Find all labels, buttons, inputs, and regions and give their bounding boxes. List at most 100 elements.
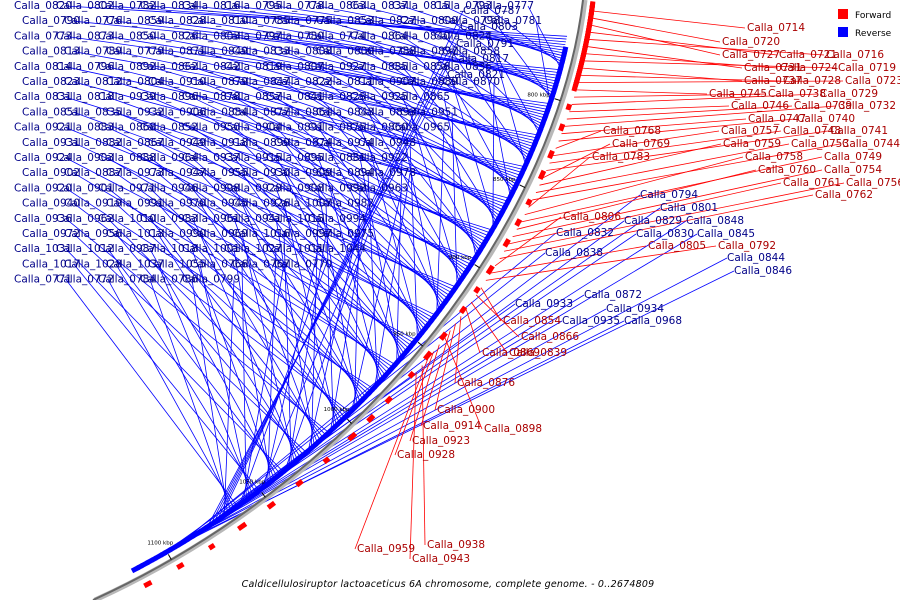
legend-reverse-swatch — [838, 27, 848, 37]
gene-label-reverse: Calla_0956 — [64, 228, 122, 240]
leader-line — [149, 279, 231, 511]
gene-label-reverse: Calla_0933 — [515, 298, 573, 310]
gene-label-forward: Calla_0732 — [838, 100, 896, 112]
leader-line — [552, 130, 720, 157]
gene-label-reverse: Calla_0926 — [232, 198, 290, 210]
leader-line — [317, 188, 358, 404]
gene-label-reverse: Calla_0803 — [182, 30, 240, 42]
gene-label-reverse: Calla_0888 — [98, 152, 156, 164]
gene-label-reverse: Calla_1007 — [274, 198, 332, 210]
gene-label-reverse: Calla_0978 — [358, 167, 416, 179]
gene-label-reverse: Calla_0785 — [232, 15, 290, 27]
forward-gene-mark — [571, 81, 579, 92]
leader-line — [220, 10, 464, 517]
gene-label-reverse: Calla_0790 — [22, 15, 80, 27]
gene-label-forward: Calla_0744 — [842, 138, 900, 150]
gene-label-reverse: Calla_0774 — [308, 30, 366, 42]
leader-line — [512, 169, 823, 238]
leader-line — [223, 279, 235, 515]
gene-label-reverse: Calla_0852 — [140, 122, 198, 134]
gene-label-reverse: Calla_0991 — [106, 198, 164, 210]
leader-line — [443, 66, 512, 193]
leader-line — [325, 51, 531, 153]
leader-line — [566, 105, 793, 120]
gene-label-reverse: Calla_0849 — [190, 46, 248, 58]
gene-label-forward: Calla_0747 — [748, 113, 806, 125]
gene-label-reverse: Calla_0946 — [140, 182, 198, 194]
gene-label-forward: Calla_0728 — [783, 75, 841, 87]
gene-label-reverse: Calla_0781 — [484, 15, 542, 27]
leader-line — [588, 39, 825, 56]
gene-label-reverse: Calla_0927 — [308, 61, 366, 73]
gene-label-forward: Calla_0738 — [768, 88, 826, 100]
legend: Forward Reverse — [838, 9, 892, 39]
leader-line — [493, 51, 526, 164]
gene-label-reverse: Calla_0829 — [624, 215, 682, 227]
legend-forward-label: Forward — [855, 11, 891, 21]
gene-label-reverse: Calla_0934 — [606, 303, 664, 315]
leader-line — [194, 220, 687, 534]
gene-label-reverse: Calla_1027 — [224, 243, 282, 255]
gene-label-reverse: Calla_0825 — [308, 91, 366, 103]
gene-label-forward: Calla_0739 — [794, 100, 852, 112]
gene-label-reverse: Calla_0793 — [434, 0, 492, 12]
leader-line — [207, 74, 448, 526]
gene-label-forward: Calla_0914 — [423, 420, 481, 432]
leader-line — [241, 142, 427, 327]
gene-label-reverse: Calla_0796 — [56, 61, 114, 73]
leader-line — [494, 216, 562, 267]
gene-label-reverse: Calla_0817 — [451, 53, 509, 65]
forward-gene-mark — [537, 169, 547, 181]
gene-label-reverse: Calla_0909 — [274, 167, 332, 179]
gene-label-reverse: Calla_0864 — [350, 30, 408, 42]
leader-line — [485, 245, 717, 281]
gene-label-reverse: Calla_0836 — [434, 61, 492, 73]
leader-line — [65, 188, 373, 389]
leader-line — [485, 66, 511, 196]
gene-label-reverse: Calla_0841 — [266, 91, 324, 103]
gene-label-reverse: Calla_0799 — [182, 274, 240, 286]
leader-line — [275, 188, 361, 402]
forward-gene-mark — [322, 456, 331, 465]
tick-mark — [519, 184, 526, 189]
leader-line — [157, 320, 625, 557]
gene-label-forward: Calla_0938 — [427, 539, 485, 551]
leader-line — [330, 203, 369, 430]
gene-label-reverse: Calla_0901 — [56, 182, 114, 194]
legend-reverse-label: Reverse — [855, 29, 892, 39]
leader-line — [451, 51, 527, 161]
reverse-gene-mark — [130, 565, 141, 574]
leader-line — [359, 96, 480, 251]
gene-label-forward: Calla_0792 — [718, 240, 776, 252]
gene-label-reverse: Calla_0949 — [148, 137, 206, 149]
leader-line — [308, 218, 361, 450]
leader-line — [542, 143, 611, 179]
leader-line — [267, 249, 277, 483]
gene-label-forward: Calla_0753 — [791, 138, 849, 150]
gene-label-reverse: Calla_0935 — [562, 315, 620, 327]
gene-label-reverse: Calla_0770 — [274, 258, 332, 270]
gene-label-reverse: Calla_0922 — [350, 152, 408, 164]
gene-label-reverse: Calla_0789 — [64, 46, 122, 58]
gene-label-reverse: Calla_0791 — [456, 38, 514, 50]
leader-line — [592, 17, 721, 43]
gene-label-reverse: Calla_0969 — [190, 228, 248, 240]
leader-line — [325, 203, 334, 427]
gene-label-reverse: Calla_0861 — [274, 106, 332, 118]
leader-line — [465, 309, 481, 354]
gene-label-reverse: Calla_0983 — [140, 213, 198, 225]
gene-label-reverse: Calla_0800 — [316, 46, 374, 58]
tick-label: 800 kbp — [527, 92, 550, 98]
tick-label: 900 kbp — [449, 255, 472, 261]
gene-label-forward: Calla_0754 — [824, 164, 882, 176]
gene-label-reverse: Calla_0881 — [308, 152, 366, 164]
gene-label-reverse: Calla_0998 — [182, 182, 240, 194]
gene-label-reverse: Calla_0875 — [308, 122, 366, 134]
gene-label-reverse: Calla_0871 — [148, 46, 206, 58]
gene-label-reverse: Calla_0997 — [274, 228, 332, 240]
gene-label-forward: Calla_0757 — [721, 125, 779, 137]
gene-label-reverse: Calla_0937 — [182, 152, 240, 164]
gene-label-reverse: Calla_0808 — [274, 46, 332, 58]
leader-line — [549, 130, 782, 164]
gene-label-forward: Calla_0769 — [612, 138, 670, 150]
